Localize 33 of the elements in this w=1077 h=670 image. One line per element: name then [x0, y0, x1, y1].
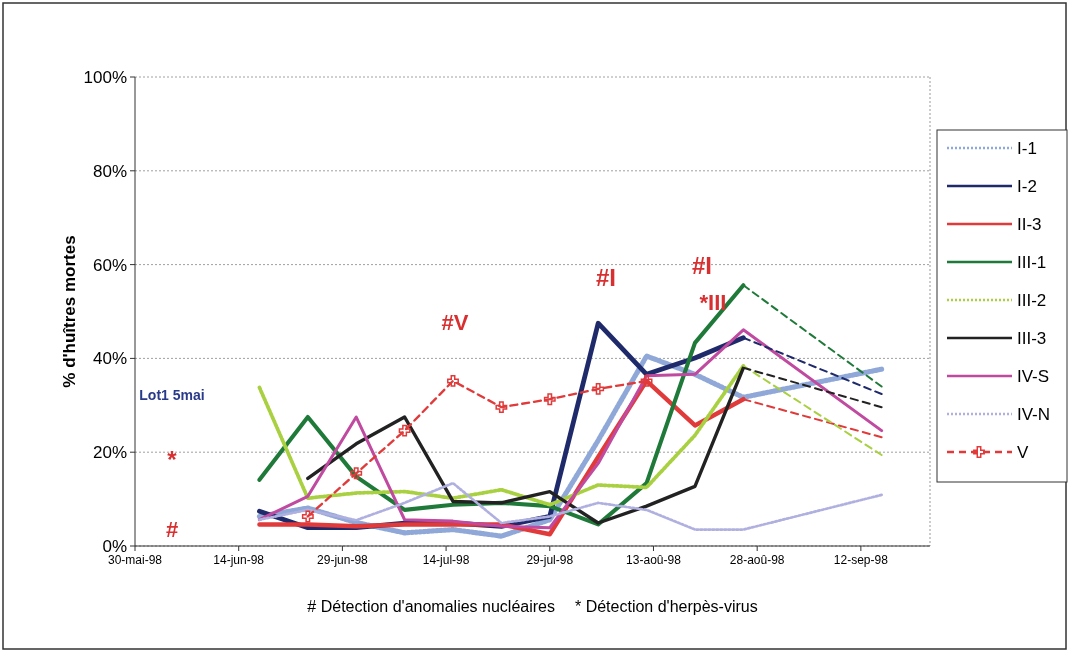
legend-label: III-1 [1017, 252, 1047, 272]
y-tick-label: 80% [92, 161, 127, 181]
legend-label: IV-S [1017, 366, 1050, 386]
y-axis-title: % d'huîtres mortes [60, 235, 79, 388]
text: # Détection d'anomalies nucléaires [307, 598, 555, 615]
annotation: Lot1 5mai [139, 387, 205, 403]
text: * Détection d'herpès-virus [574, 598, 758, 615]
y-tick-label: 20% [92, 443, 127, 463]
y-tick-label: 0% [102, 536, 127, 556]
legend-label: III-3 [1017, 328, 1047, 348]
y-tick-label: 100% [83, 67, 127, 87]
legend-label: II-3 [1017, 214, 1042, 234]
annotation: * [167, 446, 178, 473]
annotation: #V [441, 310, 469, 335]
x-tick-label: 29-jul-98 [526, 553, 574, 567]
x-tick-label: 30-mai-98 [107, 553, 163, 567]
x-tick-label: 13-aoû-98 [626, 553, 682, 567]
y-tick-label: 60% [92, 255, 127, 275]
annotation: #I [691, 252, 713, 279]
legend-label: I-2 [1017, 176, 1037, 196]
legend-label: IV-N [1017, 404, 1051, 424]
x-tick-label: 28-aoû-98 [729, 553, 785, 567]
legend-label: V [1017, 442, 1029, 462]
x-tick-label: 14-jul-98 [422, 553, 470, 567]
annotation: *III [699, 290, 727, 315]
annotation: # [165, 517, 179, 542]
legend-label: III-2 [1017, 290, 1047, 310]
y-tick-label: 40% [92, 349, 127, 369]
x-tick-label: 12-sep-98 [833, 553, 889, 567]
annotation: #I [595, 264, 617, 291]
x-tick-label: 14-jun-98 [213, 553, 265, 567]
x-tick-label: 29-jun-98 [317, 553, 369, 567]
legend-label: I-1 [1017, 138, 1037, 158]
